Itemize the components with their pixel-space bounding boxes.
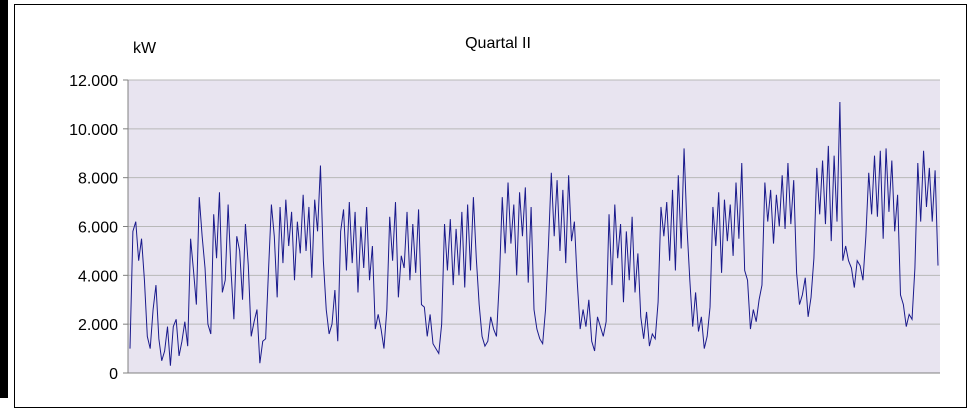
y-tick-label: 6.000 [78,220,118,237]
chart-frame: 0 2.000 4.000 6.000 8.000 10.000 12.000 kW Qua… [14,4,967,408]
left-edge-bar [0,0,8,398]
y-tick-label: 12.000 [69,73,118,90]
y-tick-label: 2.000 [78,317,118,334]
y-tick-label: 8.000 [78,171,118,188]
y-tick-label: 0 [109,366,118,383]
y-tick-label: 10.000 [69,122,118,139]
gridlines [128,79,940,325]
chart-title: Quartal II [465,35,531,52]
y-axis-ticks: 0 2.000 4.000 6.000 8.000 10.000 12.000 [69,73,128,383]
y-axis-unit-label: kW [133,40,157,57]
line-chart: 0 2.000 4.000 6.000 8.000 10.000 12.000 kW Qua… [69,35,940,383]
series-line [129,101,939,366]
y-tick-label: 4.000 [78,268,118,285]
